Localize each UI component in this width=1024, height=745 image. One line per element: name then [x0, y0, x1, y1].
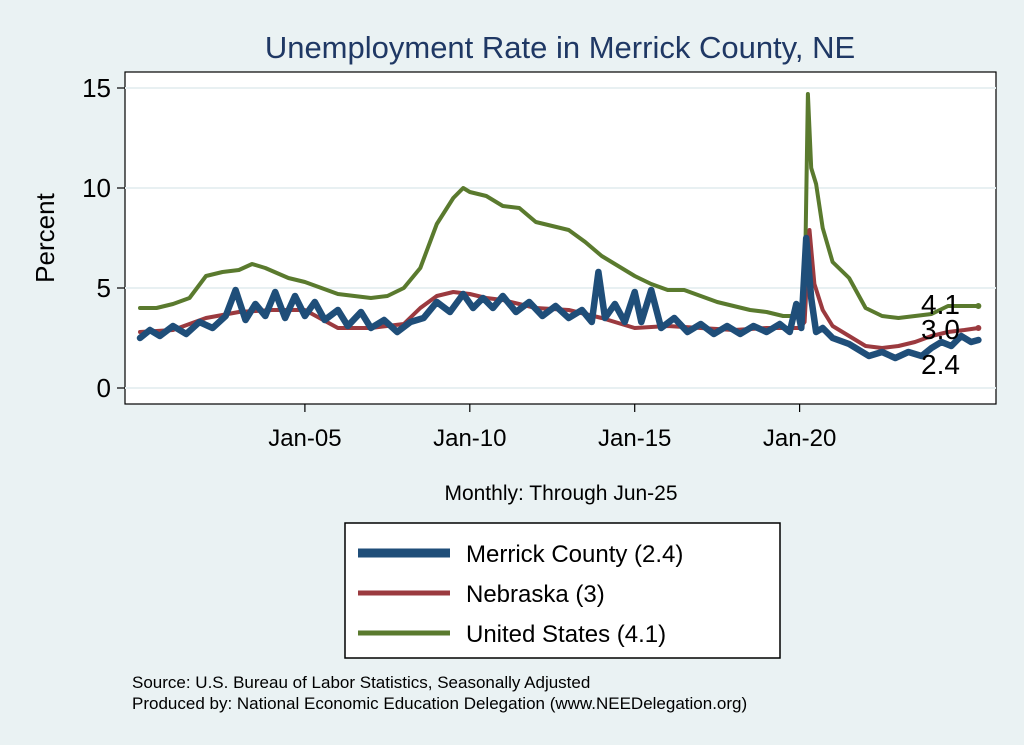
- series-lines: [136, 92, 982, 362]
- x-tick-label: Jan-15: [598, 425, 671, 452]
- x-tick-label: Jan-20: [763, 425, 836, 452]
- x-tick-label: Jan-10: [433, 425, 506, 452]
- source-line: Source: U.S. Bureau of Labor Statistics,…: [132, 673, 590, 692]
- legend-label-nebraska: Nebraska (3): [466, 581, 605, 608]
- end-label-nebraska: 3.0: [921, 314, 960, 345]
- end-point-nebraska: [975, 325, 982, 331]
- axes: 0 5 10 15 Jan-05 Jan-10 Jan-15 Jan-20: [82, 73, 836, 452]
- series-line-merrick-county: [136, 234, 982, 362]
- end-label-merrick-county: 2.4: [921, 349, 960, 380]
- y-tick-label: 0: [97, 373, 111, 403]
- chart-title: Unemployment Rate in Merrick County, NE: [265, 30, 855, 65]
- y-tick-label: 5: [97, 273, 111, 303]
- legend: Merrick County (2.4) Nebraska (3) United S…: [344, 522, 781, 659]
- x-tick-label: Jan-05: [268, 425, 341, 452]
- end-point-united-states: [975, 303, 982, 309]
- x-axis-label: Monthly: Through Jun-25: [444, 482, 677, 505]
- y-axis-label: Percent: [30, 192, 60, 282]
- y-tick-label: 15: [82, 73, 111, 103]
- series-line-nebraska: [138, 228, 981, 350]
- legend-label-united-states: United States (4.1): [466, 621, 666, 648]
- end-label-united-states: 4.1: [921, 289, 960, 320]
- y-tick-label: 10: [82, 173, 111, 203]
- series-line-united-states: [138, 92, 981, 320]
- grid-lines: [125, 87, 996, 389]
- legend-label-merrick-county: Merrick County (2.4): [466, 541, 683, 568]
- end-point-merrick-county: [975, 337, 982, 343]
- end-labels: 4.13.0 2.4: [921, 289, 982, 380]
- producer-line: Produced by: National Economic Education…: [132, 694, 747, 713]
